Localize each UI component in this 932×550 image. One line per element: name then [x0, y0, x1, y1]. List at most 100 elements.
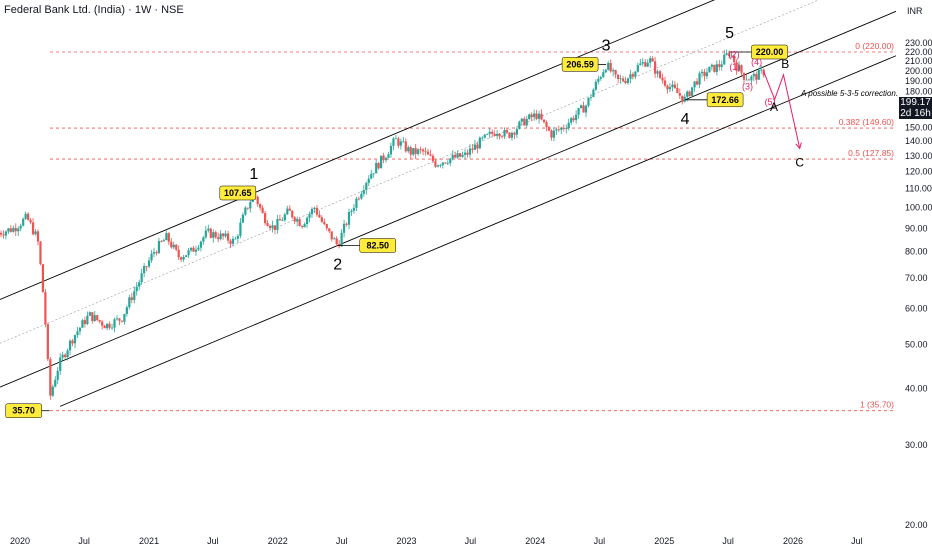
fib-label: 0.382 (149.60) — [839, 117, 894, 127]
candle-body — [340, 232, 343, 247]
candle-body — [436, 165, 439, 167]
candle-body — [424, 151, 427, 153]
candle-body — [278, 219, 282, 221]
sub-wave-label: (4) — [751, 57, 762, 67]
candle-body — [582, 105, 585, 113]
candle-body — [419, 149, 422, 151]
candle-body — [535, 113, 538, 119]
price-tick: 30.00 — [905, 440, 928, 450]
price-channel — [0, 0, 897, 407]
callout-value: 172.66 — [711, 95, 739, 105]
candle-body — [39, 241, 42, 265]
candle-body — [584, 105, 588, 113]
candle-body — [133, 291, 136, 300]
candle-body — [599, 77, 602, 79]
candle-body — [513, 132, 516, 135]
candle-body — [417, 149, 420, 155]
candle-body — [244, 207, 247, 215]
candle-body — [110, 327, 114, 329]
candle-body — [412, 148, 415, 155]
candle-body — [36, 231, 40, 242]
candle-body — [98, 319, 101, 322]
candle-body — [123, 313, 126, 322]
candle-body — [745, 79, 748, 81]
candle-body — [703, 71, 706, 77]
annotation-text: A possible 5-3-5 correction. — [800, 89, 898, 98]
candle-body — [335, 238, 338, 245]
candle-body — [597, 78, 600, 82]
candle-body — [728, 53, 731, 56]
candle-body — [683, 96, 686, 102]
candle-body — [399, 141, 402, 146]
callout-box — [751, 44, 788, 60]
callout-value: 107.65 — [224, 188, 252, 198]
candle-body — [505, 130, 509, 133]
candle-body — [636, 65, 639, 72]
candle-body — [56, 370, 59, 380]
candle-body — [737, 65, 741, 71]
candle-body — [646, 62, 649, 67]
price-tick: 140.00 — [905, 136, 932, 146]
candle-body — [404, 141, 407, 152]
candle-body — [713, 64, 716, 72]
candle-body — [155, 252, 158, 254]
candle-body — [320, 217, 323, 222]
candle-body — [162, 240, 165, 242]
candle-body — [456, 153, 459, 158]
candle-body — [533, 113, 536, 118]
candle-body — [318, 214, 321, 218]
candle-body — [486, 134, 489, 135]
candle-body — [249, 202, 252, 209]
candle-body — [103, 325, 106, 329]
candle-body — [384, 157, 388, 161]
candle-body — [545, 122, 548, 128]
candle-body — [315, 207, 319, 215]
candle-body — [752, 73, 755, 77]
candle-body — [651, 58, 654, 62]
candle-body — [135, 286, 138, 292]
candle-body — [409, 147, 412, 155]
candle-body — [170, 241, 173, 248]
candle-body — [214, 232, 217, 238]
time-tick: 2020 — [10, 536, 30, 546]
projection-label-B: B — [781, 57, 789, 71]
candle-body — [641, 62, 644, 64]
candle-body — [281, 220, 284, 222]
candle-body — [392, 138, 395, 146]
candle-body — [140, 273, 143, 283]
time-axis[interactable]: 2020 Jul 2021 Jul 2022 Jul 2023 Jul 2024 Jul 2025 J… — [10, 536, 863, 546]
price-tick: 180.00 — [905, 87, 932, 97]
candle-body — [649, 58, 652, 63]
candle-body — [229, 240, 232, 244]
candle-body — [54, 379, 57, 387]
price-tick: 20.00 — [905, 520, 928, 530]
candle-body — [118, 318, 121, 321]
candle-body — [313, 207, 316, 209]
candle-body — [27, 213, 30, 220]
candle-body — [12, 227, 15, 232]
candle-body — [503, 130, 506, 137]
candle-body — [44, 292, 47, 325]
candle-body — [695, 81, 699, 85]
candle-body — [328, 228, 331, 232]
candle-body — [619, 78, 622, 80]
candle-body — [189, 247, 193, 251]
sub-wave-label: (5) — [765, 97, 776, 107]
candle-body — [9, 228, 12, 232]
candle-body — [673, 84, 676, 88]
candle-body — [592, 89, 595, 97]
candle-body — [421, 149, 425, 152]
candle-body — [14, 227, 17, 232]
candle-body — [481, 137, 484, 139]
time-tick: 2022 — [268, 536, 288, 546]
candle-body — [115, 318, 119, 320]
channel-outer — [59, 55, 897, 407]
price-tick: 210.00 — [905, 56, 932, 66]
projection-path — [763, 71, 802, 150]
projection-label-C: C — [795, 156, 804, 170]
candle-body — [402, 141, 405, 143]
candle-body — [429, 154, 432, 156]
candle-body — [602, 72, 605, 78]
